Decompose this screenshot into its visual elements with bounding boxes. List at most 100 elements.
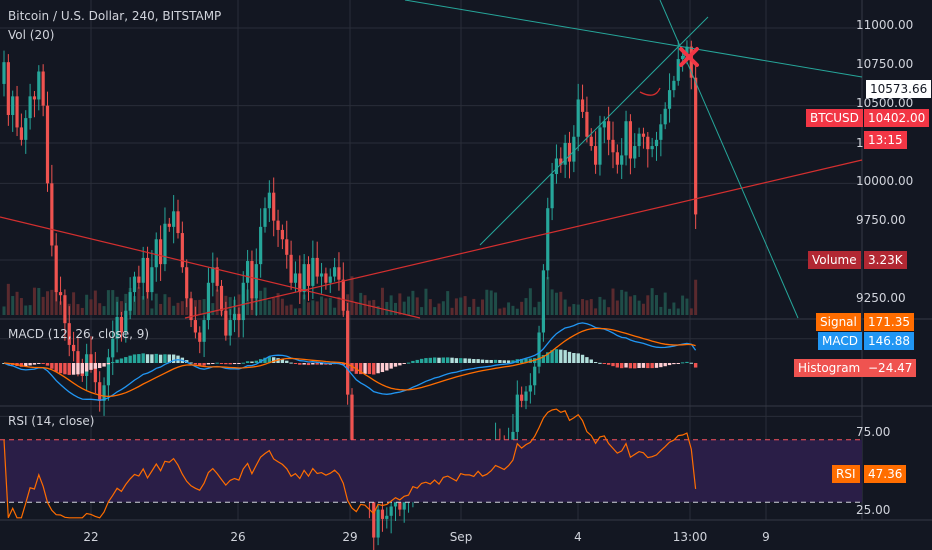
candle-body (6, 62, 10, 115)
macd-histogram-bar (50, 363, 54, 369)
volume-bar (554, 292, 558, 315)
macd-histogram-bar (115, 359, 119, 363)
macd-histogram-bar (637, 363, 641, 369)
volume-bar (537, 301, 541, 315)
candle-body (372, 500, 376, 538)
macd-histogram-bar (428, 357, 432, 363)
macd-histogram-bar (628, 363, 633, 369)
macd-histogram-bar (319, 363, 324, 365)
macd-histogram-bar (350, 363, 354, 372)
macd-histogram-bar (480, 359, 485, 363)
candle-body (615, 152, 619, 165)
macd-histogram-bar (376, 363, 380, 374)
macd-histogram-bar (228, 363, 232, 365)
volume-bar (354, 302, 358, 315)
volume-bar (407, 296, 411, 315)
volume-bar (15, 291, 19, 315)
macd-histogram-bar (406, 362, 411, 364)
macd-histogram-bar (450, 357, 454, 363)
trendline-teal-resistance (404, 0, 863, 78)
rsi-name-tag: RSI (832, 465, 860, 483)
volume-bar (367, 300, 371, 315)
macd-histogram-bar (93, 363, 98, 369)
candle-body (54, 245, 58, 293)
volume-bar (167, 297, 171, 315)
macd-histogram-bar (285, 360, 289, 363)
macd-histogram-bar (467, 358, 472, 363)
volume-bar (472, 298, 476, 315)
candle-body (602, 121, 606, 128)
macd-value-tag: 146.88 (864, 332, 914, 350)
histogram-value-tag: −24.47 (864, 359, 917, 377)
macd-histogram-bar (45, 363, 50, 366)
candle-body (567, 142, 572, 162)
macd-histogram-bar (206, 363, 211, 365)
volume-bar (380, 287, 384, 315)
volume-bar (237, 294, 241, 315)
volume-bar (72, 292, 76, 315)
candle-body (580, 99, 585, 112)
candle-body (232, 313, 237, 321)
candle-body (206, 282, 211, 321)
candle-body (667, 90, 672, 109)
volume-bar (594, 308, 598, 315)
candle-body (72, 344, 76, 352)
volume-bar (141, 296, 145, 315)
candle-body (137, 276, 141, 283)
macd-histogram-bar (441, 357, 446, 363)
candle-body (646, 136, 650, 150)
macd-histogram-bar (493, 359, 498, 363)
candle-body (572, 136, 576, 162)
candle-body (124, 310, 128, 333)
volume-bar (333, 307, 337, 315)
volume-bar (668, 308, 672, 315)
candle-body (633, 146, 637, 159)
volume-bar (463, 296, 467, 315)
candle-body (607, 121, 611, 140)
candle-body (37, 71, 41, 100)
candle-body (689, 46, 693, 78)
macd-histogram-bar (663, 363, 667, 367)
macd-histogram-bar (672, 363, 676, 365)
macd-histogram-bar (498, 360, 502, 363)
volume-bar (315, 301, 319, 315)
volume-bar (263, 287, 267, 315)
macd-histogram-bar (141, 353, 145, 363)
cross-marker-b (679, 47, 699, 67)
macd-histogram-bar (32, 363, 37, 365)
macd-histogram-bar (689, 362, 693, 364)
rsi-indicator-label[interactable]: RSI (14, close) (8, 414, 95, 428)
volume-bar (415, 297, 419, 315)
candle-body (376, 509, 380, 538)
candle-body (215, 267, 219, 286)
macd-indicator-label[interactable]: MACD (12, 26, close, 9) (8, 327, 150, 341)
candle-body (141, 257, 145, 283)
candle-body (119, 316, 124, 333)
candle-body (380, 509, 385, 519)
volume-bar (19, 298, 23, 315)
candle-body (328, 276, 332, 283)
macd-histogram-bar (67, 363, 71, 375)
candle-body (515, 394, 519, 432)
volume-bar (489, 290, 493, 315)
price-tick-10750: 10750.00 (856, 57, 914, 71)
volume-indicator-label[interactable]: Vol (20) (8, 28, 55, 42)
macd-histogram-bar (546, 352, 550, 363)
candle-body (67, 323, 71, 345)
candle-body (563, 142, 567, 165)
volume-bar (267, 300, 271, 315)
volume-bar (246, 289, 250, 315)
volume-bar (507, 302, 511, 315)
volume-bar (646, 295, 650, 315)
last-price-tag: 10402.00 (864, 109, 930, 127)
candle-body (2, 62, 6, 84)
macd-histogram-bar (280, 359, 285, 363)
candle-body (620, 155, 624, 165)
macd-histogram-bar (202, 363, 206, 366)
macd-histogram-bar (71, 363, 76, 375)
macd-histogram-bar (193, 363, 198, 365)
volume-bar (385, 301, 389, 315)
macd-histogram-bar (633, 363, 637, 369)
macd-histogram-bar (58, 363, 63, 374)
